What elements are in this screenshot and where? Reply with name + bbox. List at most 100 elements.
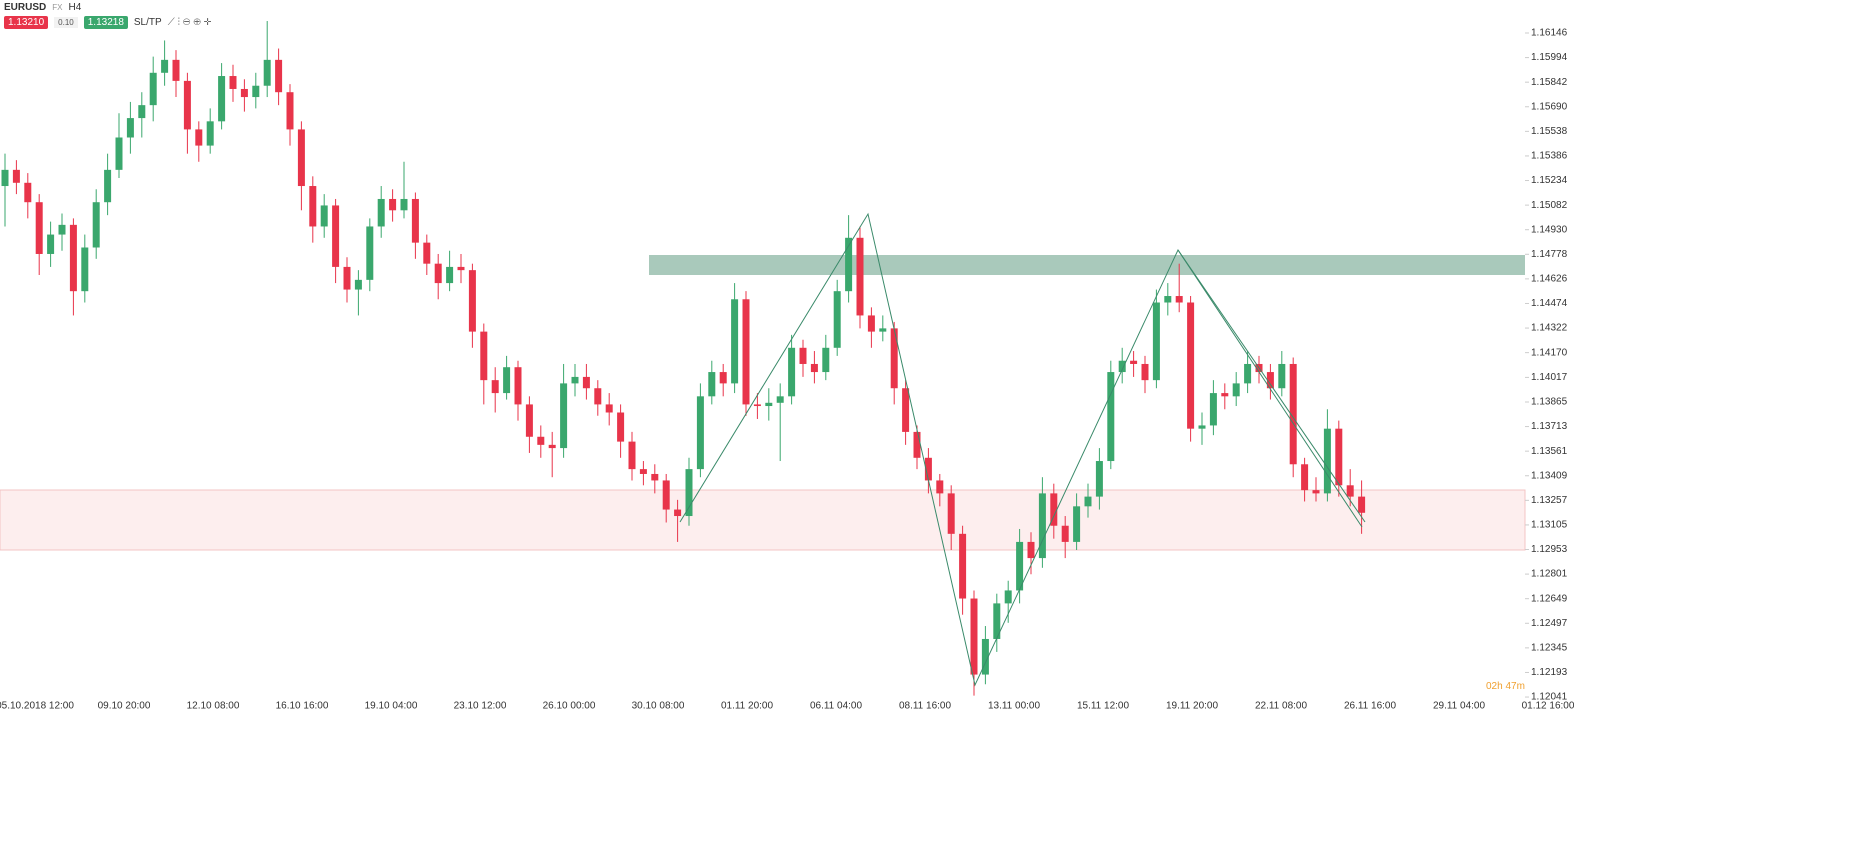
candle-body	[845, 237, 853, 292]
candle-body	[1175, 296, 1183, 303]
y-tick-label: 1.13865	[1531, 397, 1568, 408]
sltp-button[interactable]: SL/TP	[133, 17, 162, 28]
candle-body	[1312, 490, 1320, 494]
y-tick-label: 1.13409	[1531, 470, 1568, 481]
x-tick-label: 22.11 08:00	[1255, 701, 1308, 712]
candle-body	[1198, 425, 1206, 429]
candle-body	[1027, 541, 1035, 559]
toolbar: EURUSD FX H4 1.13210 0.10 1.13218 SL/TP ⟋ ⫶ ⊖ …	[4, 2, 211, 29]
candle-body	[560, 383, 568, 449]
candle-body	[981, 638, 989, 675]
x-tick-label: 12.10 08:00	[187, 701, 240, 712]
candle-body	[1107, 372, 1115, 462]
candle-body	[776, 396, 784, 403]
y-tick-label: 1.12649	[1531, 593, 1568, 604]
candle-body	[719, 372, 727, 384]
x-tick-label: 19.10 04:00	[365, 701, 418, 712]
y-tick-label: 1.12041	[1531, 692, 1568, 703]
candle-body	[810, 363, 818, 373]
candle-body	[58, 224, 66, 235]
candle-body	[970, 598, 978, 675]
candle-body	[275, 59, 283, 93]
x-tick-label: 26.10 00:00	[543, 701, 596, 712]
candle-body	[788, 347, 796, 397]
candle-body	[867, 315, 875, 332]
candle-body	[605, 404, 613, 413]
candle-body	[594, 388, 602, 405]
candle-body	[115, 137, 123, 170]
candle-body	[491, 380, 499, 394]
lot[interactable]: 0.10	[54, 17, 78, 28]
candle-body	[947, 493, 955, 534]
candle-body	[480, 331, 488, 381]
candle-body	[1358, 496, 1366, 513]
candle-body	[149, 72, 157, 106]
candle-body	[879, 328, 887, 332]
x-tick-label: 05.10.2018 12:00	[0, 701, 74, 712]
candle-body	[343, 266, 351, 290]
candle-body	[12, 169, 20, 183]
candle-body	[936, 480, 944, 494]
candle-body	[252, 85, 260, 98]
candle-body	[1346, 485, 1354, 497]
y-tick-label: 1.12953	[1531, 544, 1568, 555]
candle-body	[366, 226, 374, 280]
sell-button[interactable]: 1.13210	[4, 16, 49, 29]
candle-body	[1266, 372, 1274, 389]
y-tick-label: 1.14322	[1531, 323, 1568, 334]
candle-body	[195, 129, 203, 146]
x-tick-label: 23.10 12:00	[454, 701, 507, 712]
candle-body	[1118, 360, 1126, 373]
symbol[interactable]: EURUSD	[4, 2, 47, 13]
y-tick-label: 1.14474	[1531, 298, 1568, 309]
candle-body	[457, 266, 465, 271]
candle-body	[286, 92, 294, 130]
candle-body	[514, 367, 522, 405]
y-tick-label: 1.13105	[1531, 520, 1568, 531]
y-tick-label: 1.15994	[1531, 52, 1568, 63]
y-tick-label: 1.12345	[1531, 643, 1568, 654]
candle-body	[742, 299, 750, 405]
candle-body	[1289, 363, 1297, 465]
candle-body	[628, 441, 636, 470]
candle-body	[1016, 541, 1024, 591]
candle-body	[138, 105, 146, 119]
candle-body	[1232, 383, 1240, 397]
resistance-zone	[649, 255, 1525, 275]
market: FX	[52, 3, 63, 12]
tool-icons[interactable]: ⟋ ⫶ ⊖ ⊕ ✛	[167, 17, 212, 28]
timeframe[interactable]: H4	[68, 2, 82, 13]
candle-body	[446, 266, 454, 284]
candle-body	[161, 59, 169, 73]
y-tick-label: 1.12193	[1531, 667, 1568, 678]
candle-body	[24, 182, 32, 203]
candle-body	[651, 473, 659, 481]
candle-body	[1084, 496, 1092, 507]
candle-body	[69, 224, 77, 292]
y-tick-label: 1.14778	[1531, 249, 1568, 260]
candle-body	[1061, 525, 1069, 542]
candle-body	[389, 198, 397, 211]
x-tick-label: 01.12 16:00	[1522, 701, 1575, 712]
candle-body	[833, 291, 841, 348]
candle-body	[1221, 393, 1229, 397]
x-tick-label: 30.10 08:00	[632, 701, 685, 712]
candle-body	[548, 444, 556, 449]
candle-body	[1050, 493, 1058, 526]
candle-body	[1095, 461, 1103, 497]
candle-body	[1244, 363, 1252, 384]
candle-body	[1278, 363, 1286, 389]
buy-button[interactable]: 1.13218	[83, 16, 128, 29]
candle-body	[959, 533, 967, 599]
y-tick-label: 1.15234	[1531, 175, 1568, 186]
candle-body	[639, 469, 647, 474]
candle-body	[81, 247, 89, 292]
candle-body	[309, 186, 317, 227]
candle-body	[571, 376, 579, 384]
y-tick-label: 1.16146	[1531, 28, 1568, 39]
candle-body	[1, 169, 9, 187]
candle-body	[126, 118, 134, 138]
candle-body	[92, 202, 100, 248]
y-tick-label: 1.12801	[1531, 569, 1568, 580]
